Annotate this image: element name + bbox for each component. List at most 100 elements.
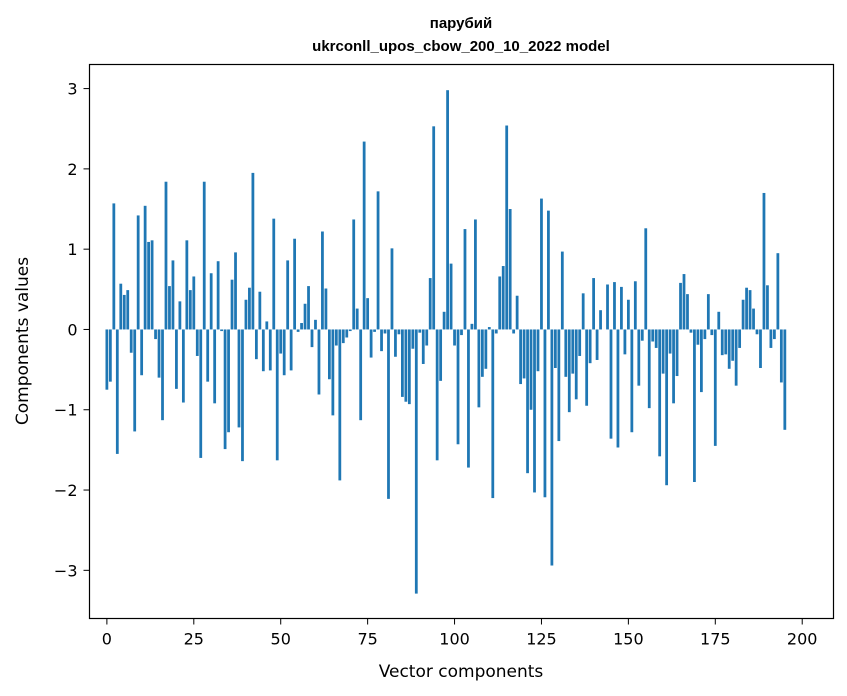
y-axis-label: Components values xyxy=(13,257,33,425)
bar xyxy=(129,329,133,353)
bar xyxy=(522,329,526,379)
bar xyxy=(759,329,762,368)
bar xyxy=(626,299,630,330)
y-tick-label: 0 xyxy=(67,320,77,339)
bar xyxy=(720,329,724,356)
bar xyxy=(508,209,512,330)
bar xyxy=(623,329,627,355)
bar xyxy=(161,329,164,421)
bar xyxy=(491,329,495,499)
bar xyxy=(265,321,269,330)
bar xyxy=(331,329,335,416)
bar xyxy=(338,329,342,481)
bar xyxy=(494,329,498,334)
bar xyxy=(675,329,679,377)
bar xyxy=(317,329,321,395)
bar xyxy=(185,240,189,330)
bar xyxy=(414,329,418,594)
bar xyxy=(442,311,446,330)
bar xyxy=(355,308,359,330)
bar xyxy=(241,329,244,462)
bar xyxy=(220,329,223,332)
bar xyxy=(773,329,776,340)
bar xyxy=(209,273,213,330)
x-tick-label: 175 xyxy=(700,630,731,649)
bar xyxy=(595,329,599,360)
bar xyxy=(779,329,783,383)
bar xyxy=(380,329,383,352)
bar xyxy=(755,329,759,335)
bar xyxy=(581,293,585,330)
bar xyxy=(505,125,509,330)
bar xyxy=(432,126,436,330)
bar xyxy=(216,261,220,330)
bar xyxy=(446,90,449,330)
x-axis-label: Vector components xyxy=(379,662,544,682)
bar xyxy=(314,319,317,330)
bar xyxy=(234,252,237,330)
bar xyxy=(108,329,112,382)
bar xyxy=(154,329,157,340)
bar xyxy=(706,294,710,330)
bar xyxy=(484,329,488,369)
bar xyxy=(682,274,686,330)
bar xyxy=(679,282,682,330)
bar xyxy=(334,329,338,346)
bar xyxy=(644,228,648,330)
bar xyxy=(272,218,276,330)
bar xyxy=(136,215,140,330)
bar xyxy=(762,192,766,330)
bar xyxy=(289,329,293,371)
bar xyxy=(571,329,575,374)
bar xyxy=(567,329,571,413)
bar xyxy=(724,329,728,355)
bar xyxy=(115,329,119,454)
bar xyxy=(227,329,230,433)
bar xyxy=(261,329,265,372)
bar xyxy=(553,329,557,368)
bar xyxy=(536,329,540,372)
bar xyxy=(435,329,439,461)
bar xyxy=(157,329,161,378)
bar xyxy=(178,301,182,330)
bar xyxy=(616,329,620,448)
bar xyxy=(550,329,554,566)
x-tick-label: 0 xyxy=(102,630,112,649)
bar xyxy=(383,329,387,334)
bar xyxy=(647,329,651,409)
bar xyxy=(564,329,568,377)
bar xyxy=(640,329,644,341)
bar xyxy=(122,294,126,330)
bar xyxy=(585,329,589,406)
bar xyxy=(526,329,529,474)
y-axis: −3 −2 −1 0 1 2 3 xyxy=(54,80,90,580)
bar xyxy=(213,329,217,404)
x-tick-label: 150 xyxy=(613,630,644,649)
chart-title: парубий xyxy=(430,15,492,32)
bar xyxy=(453,329,456,346)
bar xyxy=(171,260,175,330)
bar xyxy=(324,288,328,330)
bar xyxy=(401,329,404,397)
bar xyxy=(206,329,210,382)
bar xyxy=(286,260,290,330)
bar xyxy=(769,329,773,348)
bar xyxy=(352,219,356,330)
bar xyxy=(783,329,787,430)
bar xyxy=(588,329,592,364)
bar xyxy=(293,238,297,330)
bar xyxy=(223,329,227,450)
bar xyxy=(606,284,609,330)
bar xyxy=(658,329,662,457)
bar xyxy=(359,329,363,421)
bar xyxy=(251,172,255,330)
bar xyxy=(373,329,376,332)
x-axis: 0 25 50 75 100 125 150 175 200 xyxy=(102,618,817,649)
bar xyxy=(752,308,755,330)
bar xyxy=(592,278,595,330)
bar xyxy=(654,329,658,348)
bar xyxy=(700,329,703,393)
bar xyxy=(651,329,655,342)
bar xyxy=(254,329,258,360)
